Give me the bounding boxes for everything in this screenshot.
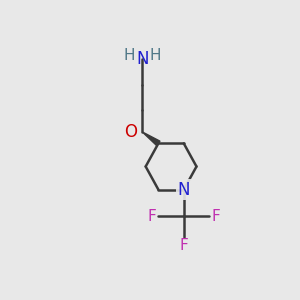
Text: F: F — [179, 238, 188, 253]
Polygon shape — [142, 132, 160, 146]
Text: F: F — [147, 209, 156, 224]
Text: H: H — [124, 48, 135, 63]
Text: F: F — [212, 209, 220, 224]
Text: O: O — [124, 123, 137, 141]
Text: H: H — [149, 48, 161, 63]
Text: N: N — [178, 181, 190, 199]
Text: N: N — [136, 50, 148, 68]
